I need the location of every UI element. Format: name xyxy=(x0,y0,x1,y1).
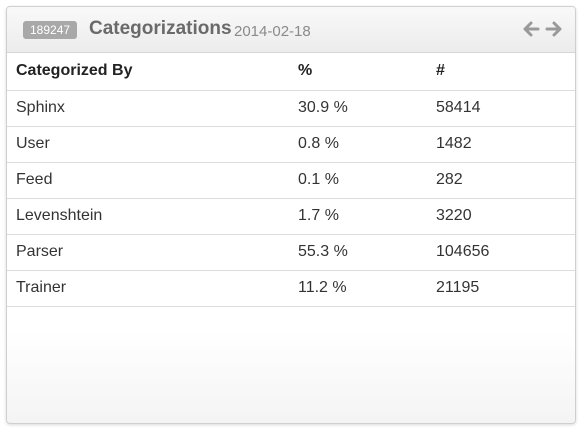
widget-header: 189247 Categorizations 2014-02-18 xyxy=(7,7,575,53)
table-row: Parser 55.3 % 104656 xyxy=(7,234,575,271)
cell-count: 282 xyxy=(427,162,575,199)
table-row: User 0.8 % 1482 xyxy=(7,126,575,163)
cell-category: User xyxy=(7,126,289,163)
id-badge: 189247 xyxy=(23,21,78,39)
table-header-row: Categorized By % # xyxy=(7,53,575,91)
cell-category: Trainer xyxy=(7,270,289,307)
column-header-count: # xyxy=(427,53,575,91)
cell-percent: 1.7 % xyxy=(289,198,427,235)
cell-percent: 0.1 % xyxy=(289,162,427,199)
cell-category: Feed xyxy=(7,162,289,199)
cell-percent: 0.8 % xyxy=(289,126,427,163)
arrow-left-icon[interactable] xyxy=(521,19,541,39)
cell-count: 21195 xyxy=(427,270,575,307)
cell-percent: 55.3 % xyxy=(289,234,427,271)
cell-percent: 30.9 % xyxy=(289,90,427,127)
table-row: Feed 0.1 % 282 xyxy=(7,162,575,199)
column-header-percent: % xyxy=(289,53,427,91)
table-row: Levenshtein 1.7 % 3220 xyxy=(7,198,575,235)
cell-category: Levenshtein xyxy=(7,198,289,235)
widget-title: Categorizations xyxy=(89,18,232,39)
table-row: Sphinx 30.9 % 58414 xyxy=(7,90,575,127)
cell-count: 58414 xyxy=(427,90,575,127)
cell-percent: 11.2 % xyxy=(289,270,427,307)
widget-date: 2014-02-18 xyxy=(234,23,311,40)
arrow-right-icon[interactable] xyxy=(544,19,564,39)
cell-count: 104656 xyxy=(427,234,575,271)
cell-count: 1482 xyxy=(427,126,575,163)
categorizations-widget: 189247 Categorizations 2014-02-18 Catego… xyxy=(6,6,576,424)
cell-category: Parser xyxy=(7,234,289,271)
cell-count: 3220 xyxy=(427,198,575,235)
table-row: Trainer 11.2 % 21195 xyxy=(7,270,575,307)
categorizations-table: Categorized By % # Sphinx 30.9 % 58414 U… xyxy=(7,53,575,307)
column-header-categorized-by: Categorized By xyxy=(7,53,289,91)
cell-category: Sphinx xyxy=(7,90,289,127)
